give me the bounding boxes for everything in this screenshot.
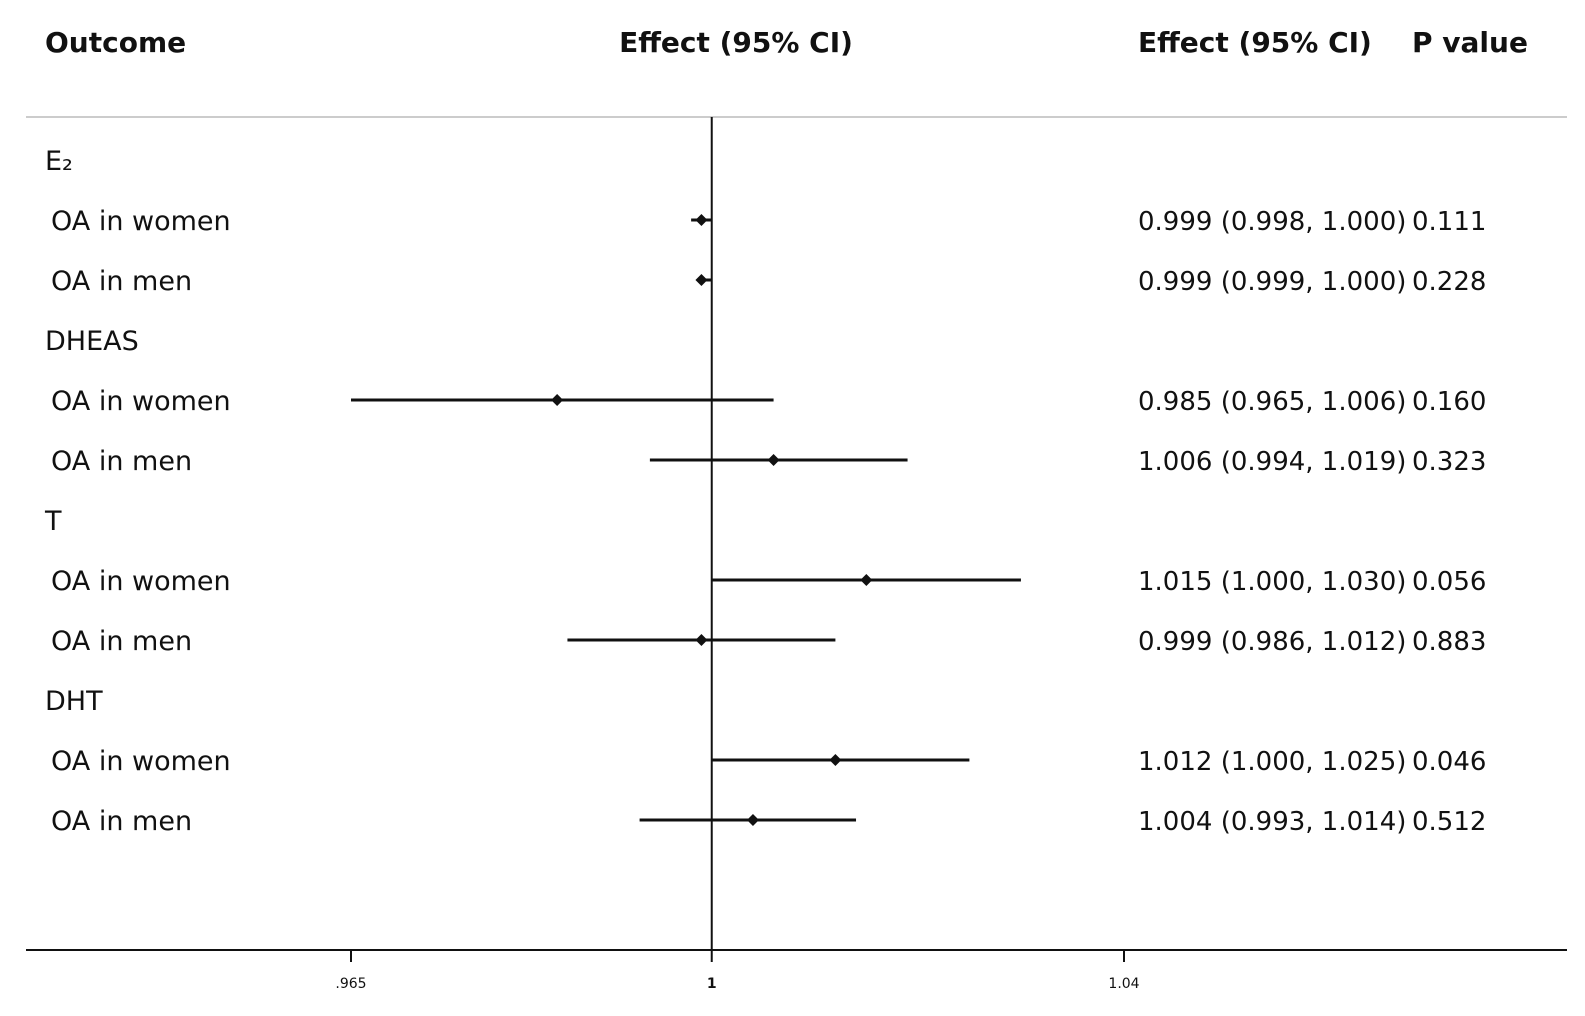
group-label: T — [44, 506, 62, 537]
group-label: E₂ — [45, 146, 73, 177]
x-tick-label: 1.04 — [1108, 976, 1139, 992]
effect-ci-text: 0.999 (0.986, 1.012) — [1138, 627, 1406, 657]
row-label: OA in men — [51, 806, 192, 837]
group-label: DHEAS — [45, 326, 139, 357]
effect-point — [695, 274, 708, 286]
x-tick-label: .965 — [335, 976, 366, 992]
p-value-text: 0.111 — [1412, 207, 1486, 237]
p-value-text: 0.160 — [1412, 387, 1486, 417]
group-label: DHT — [45, 686, 103, 717]
rows-layer: E₂ OA in women 0.999 (0.998, 1.000) 0.111 OA… — [44, 146, 1486, 837]
p-value-text: 0.228 — [1412, 267, 1486, 297]
effect-point — [829, 754, 842, 766]
effect-ci-text: 0.999 (0.999, 1.000) — [1138, 267, 1406, 297]
effect-ci-text: 1.006 (0.994, 1.019) — [1138, 447, 1406, 477]
effect-point — [860, 574, 873, 586]
header-p-value: P value — [1412, 26, 1528, 59]
p-value-text: 0.883 — [1412, 627, 1486, 657]
p-value-text: 0.046 — [1412, 747, 1486, 777]
effect-point — [695, 214, 708, 226]
effect-ci-text: 1.004 (0.993, 1.014) — [1138, 807, 1406, 837]
p-value-text: 0.056 — [1412, 567, 1486, 597]
p-value-text: 0.323 — [1412, 447, 1486, 477]
header-outcome: Outcome — [45, 26, 186, 59]
row-label: OA in men — [51, 626, 192, 657]
effect-ci-text: 1.012 (1.000, 1.025) — [1138, 747, 1406, 777]
effect-ci-text: 0.985 (0.965, 1.006) — [1138, 387, 1406, 417]
effect-ci-text: 0.999 (0.998, 1.000) — [1138, 207, 1406, 237]
effect-point — [746, 814, 759, 826]
header-plot-effect: Effect (95% CI) — [619, 26, 853, 59]
row-label: OA in women — [51, 206, 231, 237]
row-label: OA in women — [51, 386, 231, 417]
x-axis-ticks: .965 1 1.04 — [335, 950, 1140, 992]
row-label: OA in men — [51, 266, 192, 297]
row-label: OA in women — [51, 566, 231, 597]
effect-point — [695, 634, 708, 646]
header-effect-ci: Effect (95% CI) — [1138, 26, 1372, 59]
p-value-text: 0.512 — [1412, 807, 1486, 837]
x-tick-label: 1 — [707, 976, 717, 992]
effect-point — [551, 394, 564, 406]
effect-point — [767, 454, 780, 466]
effect-ci-text: 1.015 (1.000, 1.030) — [1138, 567, 1406, 597]
row-label: OA in men — [51, 446, 192, 477]
row-label: OA in women — [51, 746, 231, 777]
